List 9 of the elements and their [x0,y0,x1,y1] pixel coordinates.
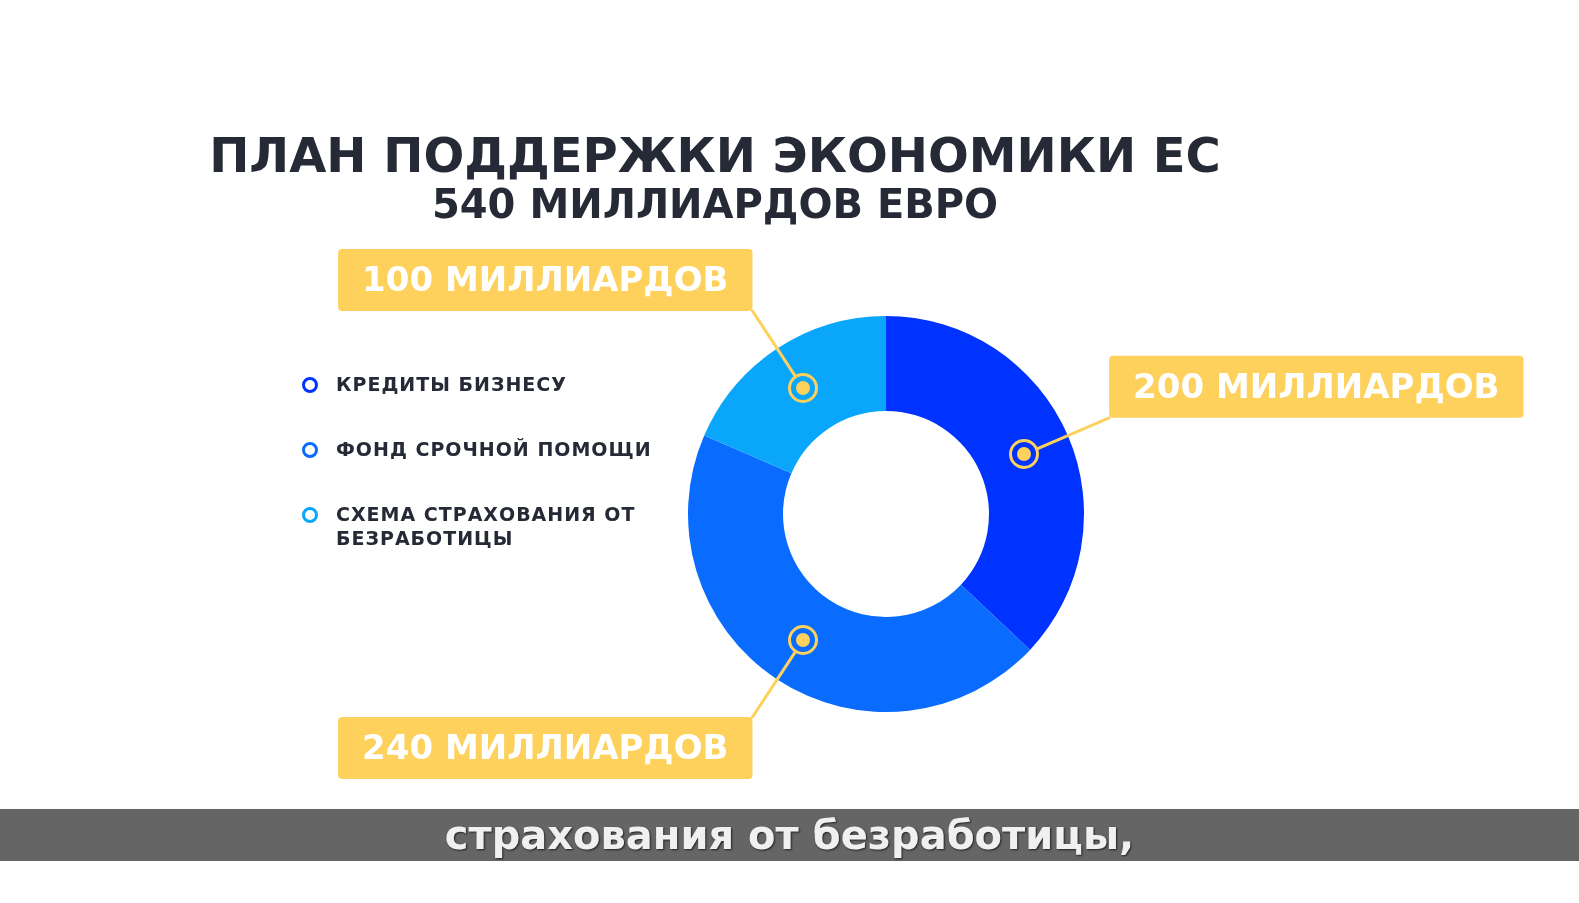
chart-title: ПЛАН ПОДДЕРЖКИ ЭКОНОМИКИ ЕС [208,127,1222,183]
legend-label: КРЕДИТЫ БИЗНЕСУ [336,372,567,396]
data-label: 200 МИЛЛИАРДОВ [1133,365,1500,406]
text: страхования от безработицы, [0,809,1579,861]
legend-label: СХЕМА СТРАХОВАНИЯ ОТ БЕЗРАБОТИЦЫ [336,502,637,550]
chart-subtitle: 540 МИЛЛИАРДОВ ЕВРО [430,181,1000,227]
data-label: 100 МИЛЛИАРДОВ [362,258,729,299]
data-label: 240 МИЛЛИАРДОВ [362,726,729,767]
legend-label: ФОНД СРОЧНОЙ ПОМОЩИ [336,437,652,461]
